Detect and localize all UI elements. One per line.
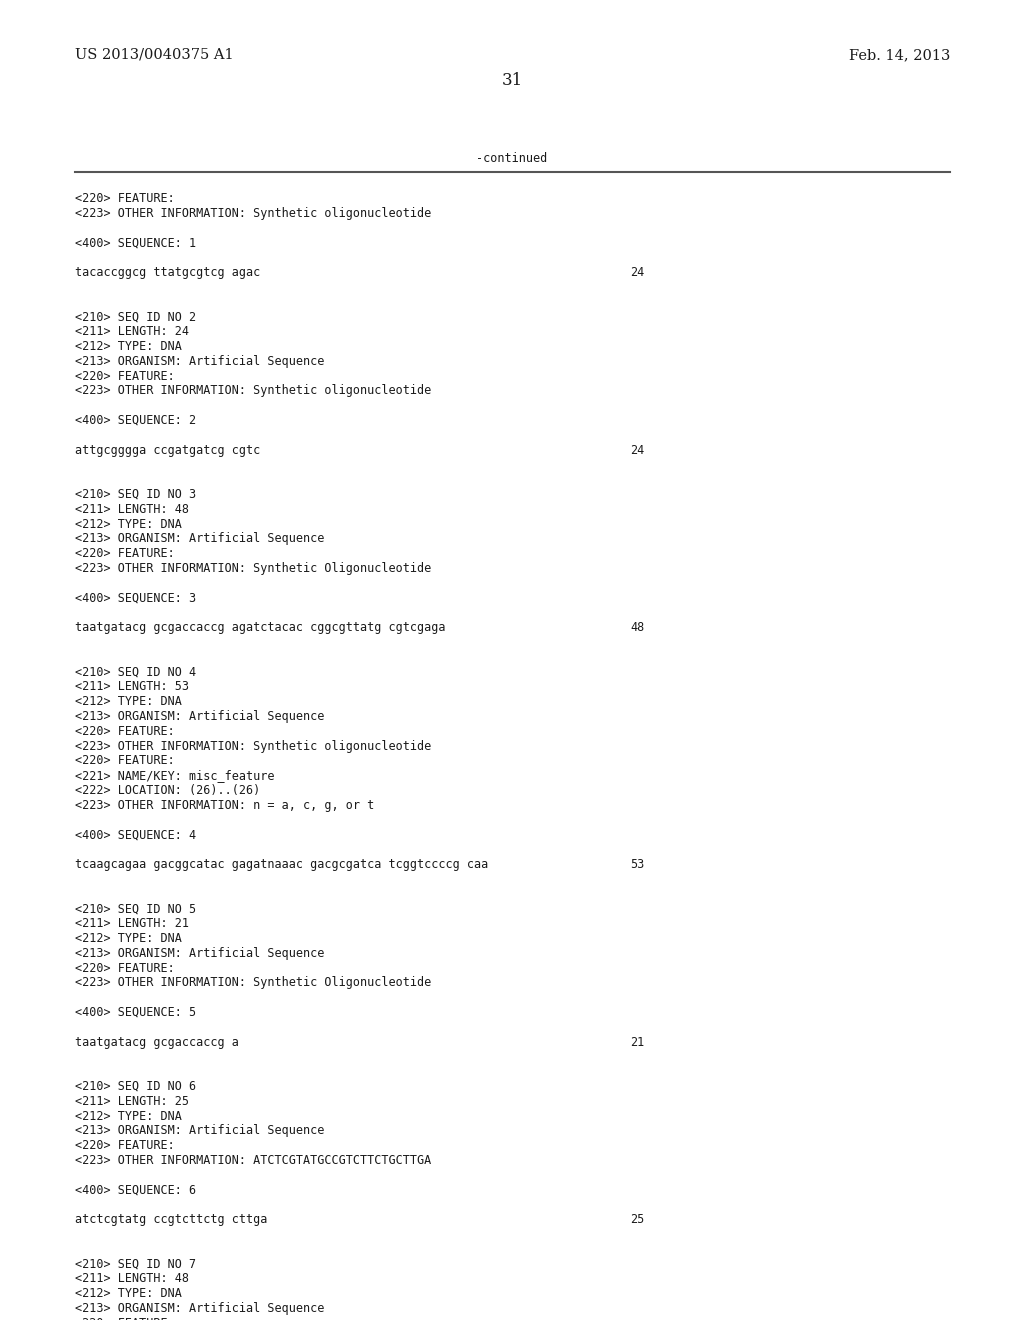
Text: atctcgtatg ccgtcttctg cttga: atctcgtatg ccgtcttctg cttga — [75, 1213, 267, 1226]
Text: <400> SEQUENCE: 1: <400> SEQUENCE: 1 — [75, 236, 197, 249]
Text: <223> OTHER INFORMATION: Synthetic oligonucleotide: <223> OTHER INFORMATION: Synthetic oligo… — [75, 207, 431, 220]
Text: <223> OTHER INFORMATION: Synthetic oligonucleotide: <223> OTHER INFORMATION: Synthetic oligo… — [75, 739, 431, 752]
Text: <211> LENGTH: 53: <211> LENGTH: 53 — [75, 680, 189, 693]
Text: <220> FEATURE:: <220> FEATURE: — [75, 961, 175, 974]
Text: <210> SEQ ID NO 2: <210> SEQ ID NO 2 — [75, 310, 197, 323]
Text: <211> LENGTH: 24: <211> LENGTH: 24 — [75, 325, 189, 338]
Text: <210> SEQ ID NO 6: <210> SEQ ID NO 6 — [75, 1080, 197, 1093]
Text: <223> OTHER INFORMATION: Synthetic Oligonucleotide: <223> OTHER INFORMATION: Synthetic Oligo… — [75, 562, 431, 576]
Text: 21: 21 — [630, 1036, 644, 1048]
Text: attgcgggga ccgatgatcg cgtc: attgcgggga ccgatgatcg cgtc — [75, 444, 260, 457]
Text: 24: 24 — [630, 267, 644, 279]
Text: <212> TYPE: DNA: <212> TYPE: DNA — [75, 517, 182, 531]
Text: <212> TYPE: DNA: <212> TYPE: DNA — [75, 932, 182, 945]
Text: <221> NAME/KEY: misc_feature: <221> NAME/KEY: misc_feature — [75, 770, 274, 783]
Text: taatgatacg gcgaccaccg a: taatgatacg gcgaccaccg a — [75, 1036, 239, 1048]
Text: <212> TYPE: DNA: <212> TYPE: DNA — [75, 1110, 182, 1122]
Text: <211> LENGTH: 48: <211> LENGTH: 48 — [75, 503, 189, 516]
Text: <223> OTHER INFORMATION: ATCTCGTATGCCGTCTTCTGCTTGA: <223> OTHER INFORMATION: ATCTCGTATGCCGTC… — [75, 1154, 431, 1167]
Text: <400> SEQUENCE: 6: <400> SEQUENCE: 6 — [75, 1184, 197, 1197]
Text: taatgatacg gcgaccaccg agatctacac cggcgttatg cgtcgaga: taatgatacg gcgaccaccg agatctacac cggcgtt… — [75, 622, 445, 634]
Text: US 2013/0040375 A1: US 2013/0040375 A1 — [75, 48, 233, 62]
Text: <210> SEQ ID NO 7: <210> SEQ ID NO 7 — [75, 1258, 197, 1271]
Text: <210> SEQ ID NO 3: <210> SEQ ID NO 3 — [75, 488, 197, 502]
Text: <213> ORGANISM: Artificial Sequence: <213> ORGANISM: Artificial Sequence — [75, 532, 325, 545]
Text: <211> LENGTH: 25: <211> LENGTH: 25 — [75, 1094, 189, 1107]
Text: <220> FEATURE:: <220> FEATURE: — [75, 1317, 175, 1320]
Text: <400> SEQUENCE: 4: <400> SEQUENCE: 4 — [75, 829, 197, 841]
Text: <220> FEATURE:: <220> FEATURE: — [75, 725, 175, 738]
Text: <220> FEATURE:: <220> FEATURE: — [75, 191, 175, 205]
Text: 24: 24 — [630, 444, 644, 457]
Text: <223> OTHER INFORMATION: Synthetic Oligonucleotide: <223> OTHER INFORMATION: Synthetic Oligo… — [75, 977, 431, 990]
Text: -continued: -continued — [476, 152, 548, 165]
Text: <213> ORGANISM: Artificial Sequence: <213> ORGANISM: Artificial Sequence — [75, 946, 325, 960]
Text: <220> FEATURE:: <220> FEATURE: — [75, 755, 175, 767]
Text: <220> FEATURE:: <220> FEATURE: — [75, 548, 175, 560]
Text: 48: 48 — [630, 622, 644, 634]
Text: <222> LOCATION: (26)..(26): <222> LOCATION: (26)..(26) — [75, 784, 260, 797]
Text: tcaagcagaa gacggcatac gagatnaaac gacgcgatca tcggtccccg caa: tcaagcagaa gacggcatac gagatnaaac gacgcga… — [75, 858, 488, 871]
Text: 31: 31 — [502, 73, 522, 88]
Text: Feb. 14, 2013: Feb. 14, 2013 — [849, 48, 950, 62]
Text: <210> SEQ ID NO 5: <210> SEQ ID NO 5 — [75, 903, 197, 915]
Text: <211> LENGTH: 48: <211> LENGTH: 48 — [75, 1272, 189, 1286]
Text: 25: 25 — [630, 1213, 644, 1226]
Text: <223> OTHER INFORMATION: Synthetic oligonucleotide: <223> OTHER INFORMATION: Synthetic oligo… — [75, 384, 431, 397]
Text: <220> FEATURE:: <220> FEATURE: — [75, 1139, 175, 1152]
Text: <400> SEQUENCE: 3: <400> SEQUENCE: 3 — [75, 591, 197, 605]
Text: <212> TYPE: DNA: <212> TYPE: DNA — [75, 1287, 182, 1300]
Text: <210> SEQ ID NO 4: <210> SEQ ID NO 4 — [75, 665, 197, 678]
Text: <400> SEQUENCE: 5: <400> SEQUENCE: 5 — [75, 1006, 197, 1019]
Text: <400> SEQUENCE: 2: <400> SEQUENCE: 2 — [75, 414, 197, 426]
Text: 53: 53 — [630, 858, 644, 871]
Text: <211> LENGTH: 21: <211> LENGTH: 21 — [75, 917, 189, 931]
Text: <213> ORGANISM: Artificial Sequence: <213> ORGANISM: Artificial Sequence — [75, 355, 325, 368]
Text: <212> TYPE: DNA: <212> TYPE: DNA — [75, 696, 182, 709]
Text: <213> ORGANISM: Artificial Sequence: <213> ORGANISM: Artificial Sequence — [75, 1302, 325, 1315]
Text: <212> TYPE: DNA: <212> TYPE: DNA — [75, 341, 182, 352]
Text: <223> OTHER INFORMATION: n = a, c, g, or t: <223> OTHER INFORMATION: n = a, c, g, or… — [75, 799, 374, 812]
Text: tacaccggcg ttatgcgtcg agac: tacaccggcg ttatgcgtcg agac — [75, 267, 260, 279]
Text: <220> FEATURE:: <220> FEATURE: — [75, 370, 175, 383]
Text: <213> ORGANISM: Artificial Sequence: <213> ORGANISM: Artificial Sequence — [75, 710, 325, 723]
Text: <213> ORGANISM: Artificial Sequence: <213> ORGANISM: Artificial Sequence — [75, 1125, 325, 1138]
